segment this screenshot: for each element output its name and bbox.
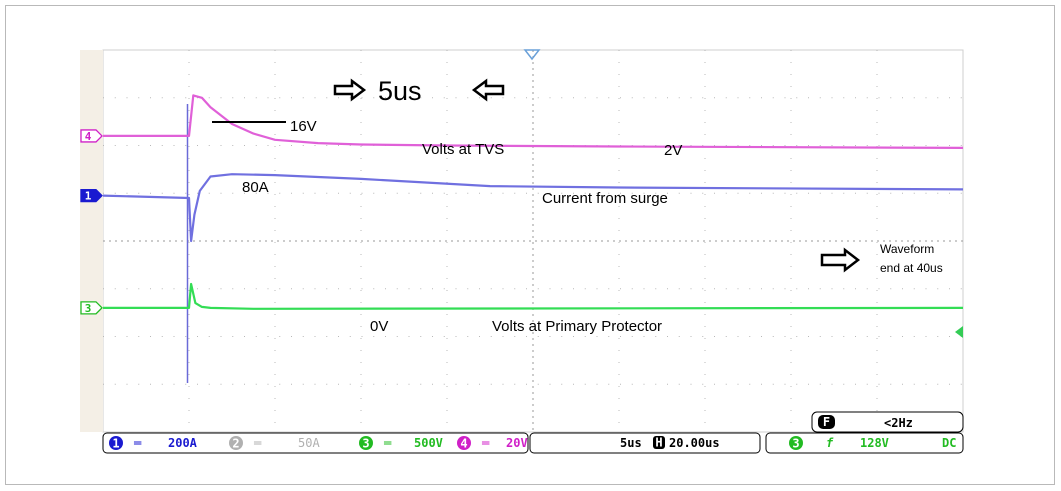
delay-value: 20.00us: [669, 436, 720, 450]
waveform-end-arrow-icon: [820, 247, 861, 273]
ch2-badge: [229, 436, 243, 450]
dc-coupling-icon: ═: [133, 436, 142, 450]
trigger-box: [765, 432, 964, 454]
annotations: 5us 16V Volts at TVS 2V 80A Current from…: [212, 76, 943, 335]
channel-4-marker[interactable]: 4: [80, 129, 103, 143]
primary-label: Volts at Primary Protector: [492, 318, 662, 335]
left-margin-strip: [80, 50, 103, 432]
status-bar: 1 ═ 200A 2 ═ 50A 3 ═ 500V 4 ═ 20V 5us H …: [102, 432, 964, 454]
dc-coupling-icon: ═: [383, 436, 392, 450]
coupling-value: DC: [942, 436, 956, 450]
current-label: Current from surge: [542, 190, 668, 207]
dc-coupling-icon: ═: [481, 436, 490, 450]
falling-edge-icon: f: [826, 436, 834, 450]
frequency-icon-letter: F: [823, 415, 830, 429]
ch3-badge: [359, 436, 373, 450]
ch1-number: 1: [112, 437, 119, 451]
tvs-label: Volts at TVS: [422, 141, 504, 158]
arrow-right-icon: [333, 78, 367, 102]
delay-icon: [653, 436, 665, 449]
channel-1-marker[interactable]: 1: [80, 188, 103, 203]
traces: [102, 94, 964, 383]
ch2-scale: 50A: [298, 436, 320, 450]
trigger-level: 128V: [860, 436, 889, 450]
trace-ch3: [103, 282, 964, 310]
ch4-badge: [457, 436, 471, 450]
ch4-number: 4: [460, 437, 467, 451]
channel-3-marker[interactable]: 3: [80, 301, 103, 315]
channel-marker-tag: [80, 129, 103, 143]
frequency-readout: F <2Hz: [811, 411, 964, 433]
timebase-box: [529, 432, 761, 454]
trigger-source-badge: [789, 436, 803, 450]
channel-marker-tag: [80, 188, 103, 203]
frequency-value: <2Hz: [884, 416, 913, 430]
waveform-end-label-1: Waveform: [880, 242, 934, 256]
channel-marker-label: 4: [85, 130, 92, 143]
arrow-left-icon: [471, 78, 505, 102]
tvs-level-label: 2V: [664, 142, 682, 159]
channel-marker-label: 1: [85, 190, 92, 203]
dc-coupling-icon: ═: [253, 436, 262, 450]
ch1-scale: 200A: [168, 436, 198, 450]
peak-voltage-label: 16V: [290, 118, 317, 135]
trigger-position-marker: [523, 49, 541, 61]
trace-ch1: [102, 173, 964, 243]
trigger-source-number: 3: [792, 437, 799, 451]
waveform-end-label-2: end at 40us: [880, 261, 943, 275]
ch1-badge: [109, 436, 123, 450]
frequency-icon: [818, 415, 835, 429]
ch2-number: 2: [232, 437, 239, 451]
period-label: 5us: [378, 76, 422, 106]
current-peak-label: 80A: [242, 179, 269, 196]
trace-ch4: [103, 94, 964, 149]
channel-marker-label: 3: [85, 302, 92, 315]
channel-marker-tag: [80, 301, 103, 315]
primary-level-label: 0V: [370, 318, 388, 335]
grid: [103, 50, 963, 432]
channel-markers: 4 1 3: [80, 129, 103, 315]
timebase-value: 5us: [620, 436, 642, 450]
ch3-number: 3: [362, 437, 369, 451]
ch4-scale: 20V: [506, 436, 528, 450]
ch3-scale: 500V: [414, 436, 443, 450]
channel-scales-box: [102, 432, 529, 454]
delay-icon-letter: H: [655, 436, 662, 450]
trigger-level-marker: [955, 326, 963, 338]
